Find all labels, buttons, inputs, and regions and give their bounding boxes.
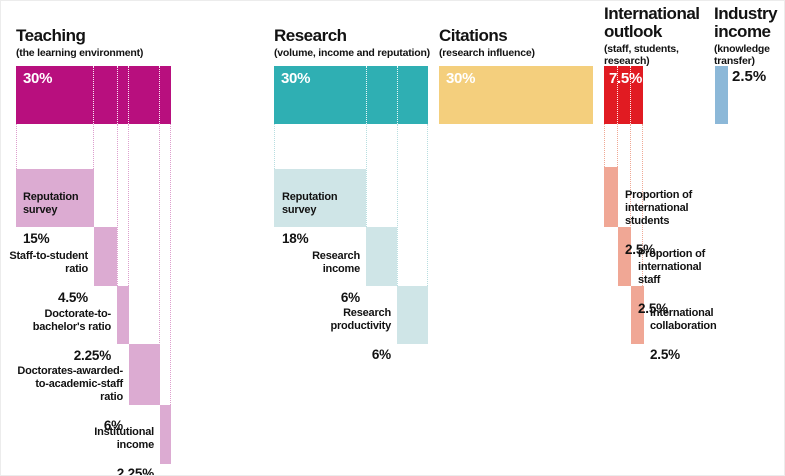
sub-label: International collaboration 2.5% [650, 294, 717, 374]
sub-block-reputation-survey [274, 169, 366, 227]
sub-weight-label: 6% [371, 347, 391, 362]
sub-weight-label: 6% [103, 418, 123, 433]
guide-line [16, 124, 17, 169]
pillar-weight-label: 30% [446, 70, 476, 87]
guide-line [159, 124, 160, 405]
bar-divider [617, 66, 618, 124]
guide-line [604, 124, 605, 167]
guide-line [397, 124, 398, 286]
sub-label-text: Proportion of international students [625, 189, 693, 227]
sub-label: Institutional income 2.25% [94, 413, 154, 476]
sub-label-text: Research income [312, 250, 360, 275]
guide-line [170, 124, 171, 405]
pillar-subtitle: (knowledge transfer) [714, 43, 770, 67]
sub-weight-label: 2.5% [625, 242, 655, 257]
sub-weight-label: 2.5% [638, 301, 668, 316]
pillar-bar-research: 30% [274, 66, 428, 124]
sub-label: Doctorates-awarded- to-academic-staff ra… [17, 352, 123, 445]
pillar-header-industry-income: Industry income (knowledge transfer) [714, 4, 778, 67]
pillar-header-teaching: Teaching (the learning environment) [16, 27, 143, 60]
sub-label-text: Institutional income [94, 426, 154, 451]
pillar-subtitle: (research influence) [439, 47, 535, 59]
sub-label-text: Staff-to-student ratio [9, 250, 88, 275]
bar-divider [93, 66, 94, 124]
bar-divider [117, 66, 118, 124]
sub-label-text: Proportion of international staff [638, 248, 706, 286]
pillar-title: Industry income [714, 4, 778, 41]
sub-weight-label: 2.25% [73, 348, 111, 363]
bar-divider [159, 66, 160, 124]
sub-label-text: Doctorate-to- bachelor's ratio [32, 308, 111, 333]
pillar-subtitle: (staff, students, research) [604, 43, 679, 67]
sub-block-research-income [366, 227, 397, 286]
sub-label: Staff-to-student ratio 4.5% [9, 237, 88, 317]
guide-line [427, 124, 428, 286]
guide-line [117, 124, 118, 286]
sub-weight-label: 15% [23, 231, 50, 246]
sub-weight-label: 4.5% [58, 290, 88, 305]
sub-weight-label: 6% [340, 290, 360, 305]
sub-weight-label: 2.25% [116, 466, 154, 476]
pillar-bar-international-outlook: 7.5% [604, 66, 643, 124]
pillar-header-international-outlook: International outlook (staff, students, … [604, 5, 700, 67]
pillar-bar-industry-income [715, 66, 728, 124]
sub-block-international-staff [617, 227, 631, 286]
sub-label: Research income 6% [312, 237, 360, 317]
sub-label: Reputation survey 18% [282, 178, 338, 258]
pillar-title: International outlook [604, 4, 700, 41]
bar-divider [397, 66, 398, 124]
pillar-title: Research [274, 26, 347, 45]
guide-line [128, 124, 129, 344]
guide-line [366, 124, 367, 227]
sub-block-international-collaboration [630, 286, 644, 344]
sub-block-institutional-income [159, 405, 171, 464]
sub-label: Proportion of international students 2.5… [625, 176, 692, 269]
guide-line [93, 124, 94, 227]
sub-label-text: Reputation survey [23, 191, 79, 216]
guide-line [642, 124, 643, 286]
pillar-weight-label: 30% [23, 70, 53, 87]
bar-divider [630, 66, 631, 124]
pillar-bar-citations: 30% [439, 66, 593, 124]
pillar-header-research: Research (volume, income and reputation) [274, 27, 430, 60]
sub-label: Proportion of international staff 2.5% [638, 235, 705, 328]
guide-line [630, 124, 631, 286]
sub-weight-label: 18% [282, 231, 309, 246]
sub-label-text: Research productivity [330, 307, 391, 332]
bar-divider [128, 66, 129, 124]
sub-label-text: Reputation survey [282, 191, 338, 216]
sub-block-research-productivity [397, 286, 428, 344]
pillar-weight-label: 2.5% [732, 68, 767, 85]
sub-weight-label: 2.5% [650, 347, 680, 362]
sub-label: Doctorate-to- bachelor's ratio 2.25% [33, 295, 111, 375]
bar-divider [366, 66, 367, 124]
sub-label: Research productivity 6% [330, 294, 391, 374]
sub-block-doctorates-awarded-ratio [128, 344, 160, 405]
sub-block-doctorate-bachelor-ratio [117, 286, 129, 344]
pillar-title: Teaching [16, 26, 86, 45]
sub-label-text: Doctorates-awarded- to-academic-staff ra… [17, 365, 123, 403]
sub-block-reputation-survey [16, 169, 94, 227]
sub-block-international-students [604, 167, 618, 227]
pillar-weight-label: 7.5% [609, 70, 642, 87]
guide-line [274, 124, 275, 169]
pillar-subtitle: (volume, income and reputation) [274, 47, 430, 59]
guide-line [617, 124, 618, 227]
sub-label-text: International collaboration [650, 307, 717, 332]
pillar-subtitle: (the learning environment) [16, 47, 144, 59]
pillar-weight-label: 30% [281, 70, 311, 87]
pillar-header-citations: Citations (research influence) [439, 27, 535, 60]
sub-block-staff-student-ratio [93, 227, 117, 286]
sub-label: Reputation survey 15% [23, 178, 79, 258]
pillar-title: Citations [439, 26, 508, 45]
